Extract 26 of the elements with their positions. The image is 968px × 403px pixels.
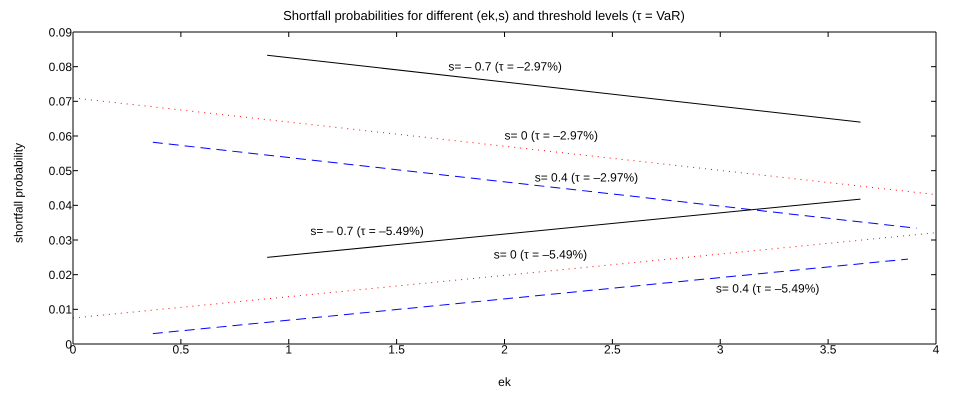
y-tick-label: 0.02: [48, 268, 72, 282]
x-tick-label: 1: [285, 342, 292, 357]
annotation: s= 0.4 (τ = –2.97%): [534, 170, 638, 184]
y-tick-label: 0.03: [48, 233, 72, 248]
x-tick-label: 4: [932, 342, 940, 357]
annotation: s= 0 (τ = –2.97%): [504, 128, 598, 142]
y-tick-label: 0.01: [48, 302, 72, 317]
annotation: s= 0.4 (τ = –5.49%): [716, 281, 820, 296]
chart-title: Shortfall probabilities for different (ek,s) and threshold levels (τ = VaR): [282, 8, 686, 24]
x-tick-label: 1.5: [388, 342, 406, 357]
x-tick-label: 2.5: [604, 342, 622, 357]
annotation: s= – 0.7 (τ = –5.49%): [310, 224, 424, 238]
x-tick-label: 2: [501, 342, 508, 357]
y-axis-title: shortfall probability: [11, 142, 26, 243]
annotation: s= 0 (τ = –5.49%): [494, 248, 588, 262]
y-tick-label: 0.05: [48, 164, 72, 178]
x-tick-label: 3: [716, 342, 724, 357]
y-tick-label: 0.09: [48, 25, 72, 40]
x-axis-title: ek: [498, 375, 512, 389]
x-tick-label: 3.5: [820, 342, 837, 357]
y-tick-label: 0.04: [48, 198, 72, 213]
y-tick-label: 0.08: [48, 60, 72, 74]
x-tick-label: 0.5: [172, 342, 190, 357]
annotation: s= – 0.7 (τ = –2.97%): [448, 59, 562, 74]
y-tick-label: 0.07: [48, 94, 72, 109]
y-tick-label: 0.06: [48, 129, 72, 144]
